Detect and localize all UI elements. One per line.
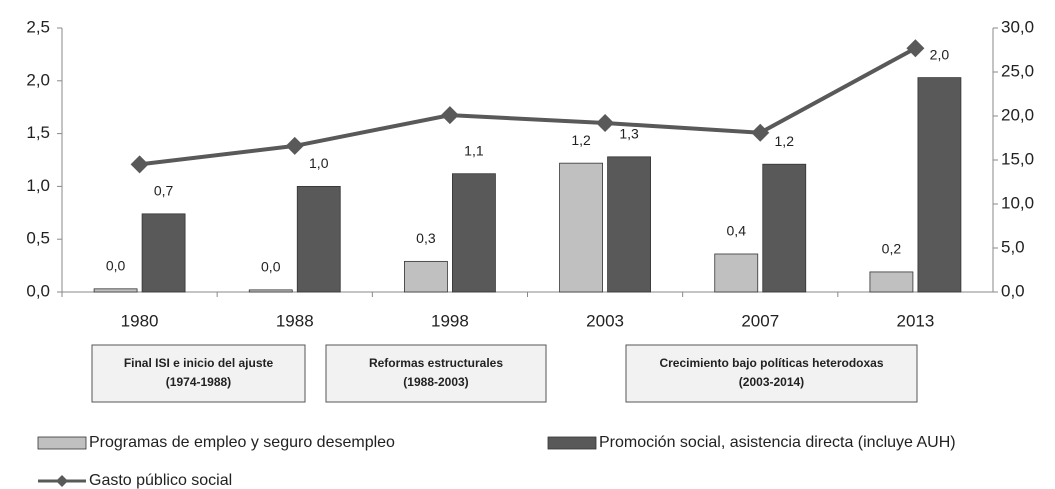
- period-box: [91, 344, 306, 403]
- value-label: 0,7: [154, 183, 174, 199]
- bar: [762, 163, 807, 293]
- marker: [130, 155, 149, 174]
- period-label: Crecimiento bajo políticas heterodoxas: [659, 356, 883, 370]
- value-label: 2,0: [930, 46, 950, 62]
- period-box: [625, 344, 918, 403]
- y2-tick-label: 5,0: [1001, 237, 1025, 256]
- value-label: 1,2: [571, 132, 591, 148]
- y2-tick-label: 10,0: [1001, 193, 1034, 212]
- bar: [141, 213, 186, 293]
- legend-marker: [56, 475, 68, 487]
- x-tick-label: 1980: [121, 311, 159, 330]
- line: [139, 46, 917, 167]
- y2-tick-label: 30,0: [1001, 17, 1034, 36]
- marker: [440, 106, 459, 125]
- x-tick-label: 1988: [276, 311, 314, 330]
- bar: [917, 77, 962, 293]
- bar: [296, 185, 341, 293]
- y-tick-label: 2,5: [26, 17, 50, 36]
- value-label: 0,3: [416, 230, 436, 246]
- period-range: (1988-2003): [403, 375, 468, 389]
- x-tick-label: 1998: [431, 311, 469, 330]
- value-label: 1,2: [775, 133, 795, 149]
- y-tick-label: 1,0: [26, 176, 50, 195]
- value-label: 0,4: [727, 223, 747, 239]
- period-range: (1974-1988): [166, 375, 231, 389]
- y-tick-label: 0,5: [26, 229, 50, 248]
- value-label: 1,3: [619, 126, 639, 142]
- legend-label: Promoción social, asistencia directa (in…: [599, 434, 956, 451]
- value-label: 1,1: [464, 142, 484, 158]
- x-tick-label: 2007: [741, 311, 779, 330]
- x-tick-label: 2013: [897, 311, 935, 330]
- period-label: Final ISI e inicio del ajuste: [124, 356, 274, 370]
- legend-swatch: [37, 436, 87, 450]
- value-label: 1,0: [309, 155, 329, 171]
- y-tick-label: 2,0: [26, 70, 50, 89]
- value-label: 0,0: [106, 258, 126, 274]
- y-tick-label: 1,5: [26, 123, 50, 142]
- y2-tick-label: 15,0: [1001, 149, 1034, 168]
- y2-tick-label: 0,0: [1001, 281, 1025, 300]
- legend-label: Gasto público social: [89, 472, 232, 489]
- bar: [714, 253, 759, 293]
- bar: [869, 271, 914, 293]
- bar: [559, 162, 603, 293]
- marker: [906, 39, 925, 58]
- value-label: 0,2: [882, 241, 902, 257]
- marker: [751, 123, 770, 142]
- x-tick-label: 2003: [586, 311, 624, 330]
- marker: [596, 114, 615, 133]
- y2-tick-label: 25,0: [1001, 61, 1034, 80]
- bar: [248, 289, 293, 293]
- period-box: [325, 344, 547, 403]
- marker: [285, 136, 304, 155]
- bar: [607, 156, 651, 293]
- y2-tick-label: 20,0: [1001, 105, 1034, 124]
- value-label: 0,0: [261, 259, 281, 275]
- period-range: (2003-2014): [739, 375, 804, 389]
- bar: [452, 173, 496, 293]
- bar: [404, 260, 448, 293]
- legend-swatch: [547, 436, 597, 450]
- legend-label: Programas de empleo y seguro desempleo: [89, 434, 395, 451]
- bar: [93, 288, 138, 293]
- y-tick-label: 0,0: [26, 281, 50, 300]
- period-label: Reformas estructurales: [369, 356, 503, 370]
